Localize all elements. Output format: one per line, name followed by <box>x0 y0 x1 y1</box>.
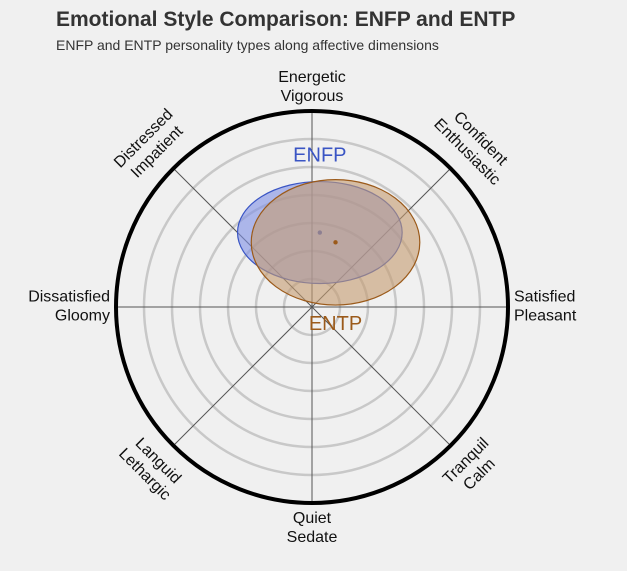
series-center-entp <box>333 240 338 245</box>
axis-label-dissatisfied: Dissatisfied Gloomy <box>28 289 110 325</box>
axis-label-line: Satisfied <box>514 289 575 306</box>
axis-label-line: Gloomy <box>55 308 110 325</box>
axis-label-energetic: Energetic Vigorous <box>278 69 346 105</box>
axis-label-line: Energetic <box>278 69 346 86</box>
axis-label-line: Quiet <box>293 510 332 527</box>
axis-label-line: Sedate <box>287 529 338 546</box>
axis-label-line: Pleasant <box>514 308 577 325</box>
series-label-entp: ENTP <box>309 313 362 335</box>
axis-spoke <box>173 306 313 446</box>
series-label-enfp: ENFP <box>293 144 346 166</box>
axis-label-quiet: Quiet Sedate <box>287 510 338 546</box>
axis-label-line: Vigorous <box>281 88 344 105</box>
outer-circle <box>114 109 510 505</box>
axis-label-satisfied: Satisfied Pleasant <box>514 289 577 325</box>
chart-title: Emotional Style Comparison: ENFP and ENT… <box>56 8 516 31</box>
chart-subtitle: ENFP and ENTP personality types along af… <box>56 37 439 53</box>
axis-label-line: Dissatisfied <box>28 289 110 306</box>
axis-spoke <box>311 306 451 446</box>
series-layer: ENFP ENTP <box>236 144 421 335</box>
